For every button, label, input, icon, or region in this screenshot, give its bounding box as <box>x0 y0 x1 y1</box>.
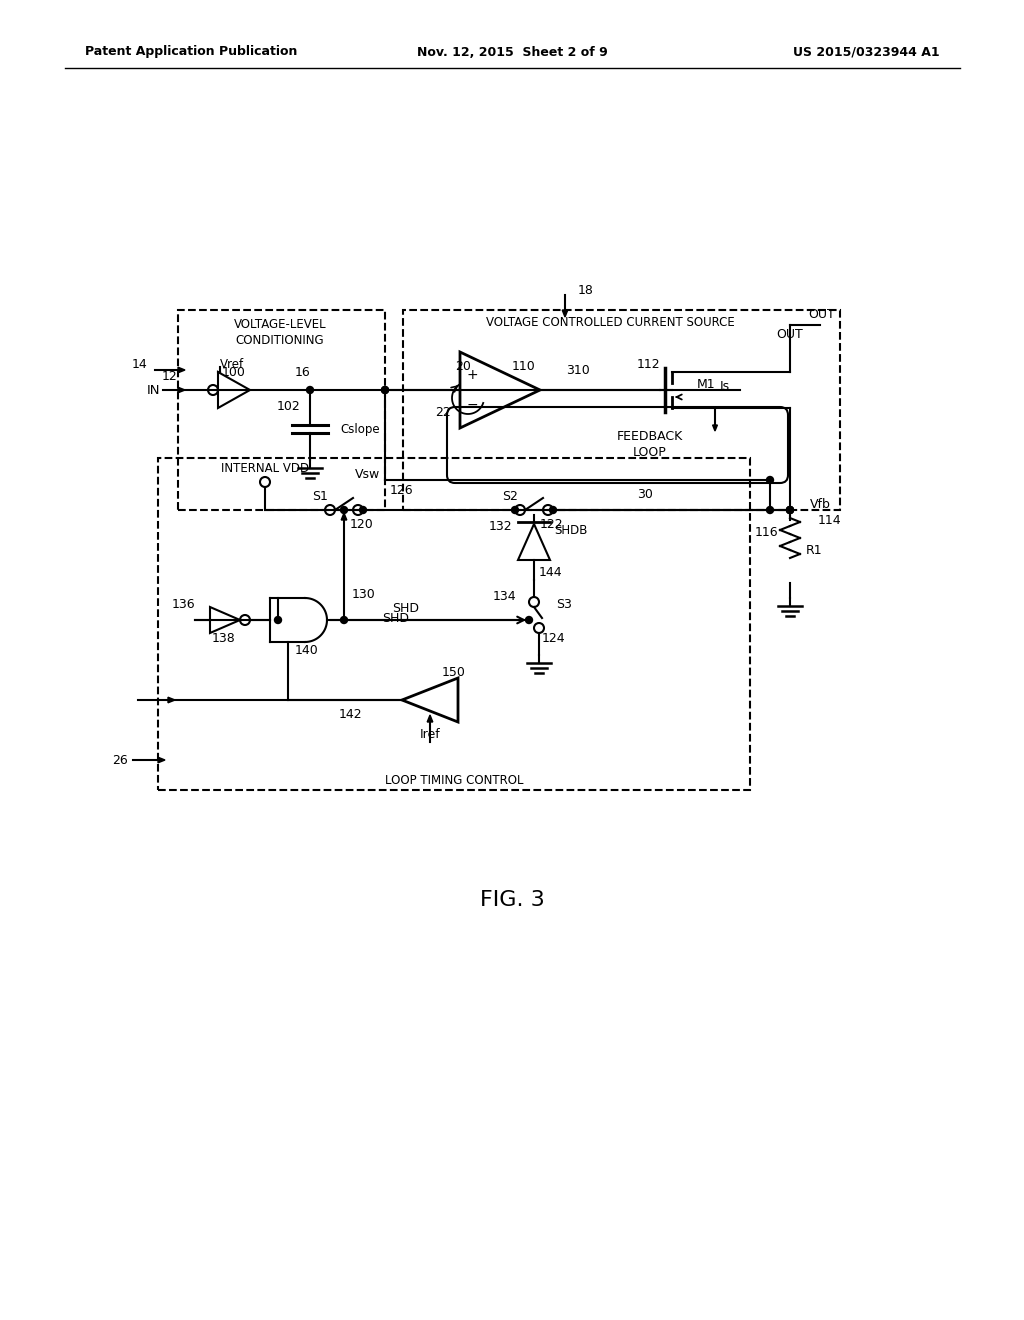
Text: 122: 122 <box>540 517 563 531</box>
Text: INTERNAL VDD: INTERNAL VDD <box>221 462 309 474</box>
Text: 22: 22 <box>435 405 451 418</box>
Text: 150: 150 <box>442 665 466 678</box>
Polygon shape <box>178 387 185 393</box>
Text: 120: 120 <box>350 517 374 531</box>
Text: LOOP TIMING CONTROL: LOOP TIMING CONTROL <box>385 774 523 787</box>
Circle shape <box>550 507 556 513</box>
Text: 142: 142 <box>338 709 361 722</box>
Text: −: − <box>466 399 478 412</box>
Text: Cslope: Cslope <box>340 422 380 436</box>
Text: FIG. 3: FIG. 3 <box>479 890 545 909</box>
Text: 110: 110 <box>512 360 536 374</box>
Text: US 2015/0323944 A1: US 2015/0323944 A1 <box>794 45 940 58</box>
Circle shape <box>767 477 773 483</box>
Polygon shape <box>341 513 347 520</box>
Polygon shape <box>168 697 175 702</box>
Text: Vsw: Vsw <box>354 469 380 482</box>
Text: 132: 132 <box>488 520 512 533</box>
Circle shape <box>512 507 518 513</box>
Text: Patent Application Publication: Patent Application Publication <box>85 45 297 58</box>
Text: S1: S1 <box>312 490 328 503</box>
Polygon shape <box>713 425 718 432</box>
Circle shape <box>786 507 794 513</box>
Text: FEEDBACK: FEEDBACK <box>616 429 683 442</box>
Text: 18: 18 <box>578 284 594 297</box>
Text: SHDB: SHDB <box>554 524 588 536</box>
Text: 16: 16 <box>295 367 310 380</box>
Text: 114: 114 <box>818 513 842 527</box>
Polygon shape <box>158 758 165 763</box>
Text: 144: 144 <box>539 565 562 578</box>
Text: 100: 100 <box>222 366 246 379</box>
Text: LOOP: LOOP <box>633 446 667 458</box>
Text: S2: S2 <box>502 490 518 503</box>
Text: Nov. 12, 2015  Sheet 2 of 9: Nov. 12, 2015 Sheet 2 of 9 <box>417 45 607 58</box>
Text: Is: Is <box>720 380 730 393</box>
Circle shape <box>274 616 282 623</box>
Circle shape <box>767 507 773 513</box>
Circle shape <box>382 387 388 393</box>
Text: 124: 124 <box>542 631 565 644</box>
Text: 14: 14 <box>131 359 147 371</box>
Text: 26: 26 <box>113 754 128 767</box>
Text: 134: 134 <box>493 590 516 602</box>
Text: OUT: OUT <box>808 309 835 322</box>
Circle shape <box>341 616 347 623</box>
Text: M1: M1 <box>697 379 716 392</box>
Text: OUT: OUT <box>776 329 804 342</box>
Circle shape <box>382 387 388 393</box>
Text: 310: 310 <box>566 363 590 376</box>
Text: 12: 12 <box>162 371 178 384</box>
Text: 30: 30 <box>637 488 653 502</box>
Text: Vfb: Vfb <box>810 499 830 511</box>
Text: VOLTAGE CONTROLLED CURRENT SOURCE: VOLTAGE CONTROLLED CURRENT SOURCE <box>485 317 734 330</box>
Text: 20: 20 <box>455 360 471 374</box>
Circle shape <box>359 507 367 513</box>
Text: IN: IN <box>146 384 160 396</box>
Text: VOLTAGE-LEVEL: VOLTAGE-LEVEL <box>233 318 327 331</box>
Text: R1: R1 <box>806 544 822 557</box>
Polygon shape <box>178 367 185 372</box>
Circle shape <box>786 507 794 513</box>
Circle shape <box>525 616 532 623</box>
Text: CONDITIONING: CONDITIONING <box>236 334 325 346</box>
Text: 138: 138 <box>212 631 236 644</box>
Text: 136: 136 <box>171 598 195 611</box>
Text: 130: 130 <box>352 589 376 602</box>
Circle shape <box>341 507 347 513</box>
Text: +: + <box>466 368 478 381</box>
Circle shape <box>786 507 794 513</box>
Text: 112: 112 <box>636 359 660 371</box>
Text: Iref: Iref <box>420 729 440 742</box>
Text: 102: 102 <box>276 400 300 412</box>
Text: 140: 140 <box>295 644 318 656</box>
Circle shape <box>306 387 313 393</box>
Text: 126: 126 <box>390 483 414 496</box>
Polygon shape <box>562 310 567 317</box>
Text: Vref: Vref <box>220 359 244 371</box>
Polygon shape <box>427 715 433 722</box>
Text: SHD: SHD <box>392 602 419 615</box>
Text: 116: 116 <box>755 527 778 540</box>
Text: S3: S3 <box>556 598 571 611</box>
Text: SHD: SHD <box>382 611 409 624</box>
